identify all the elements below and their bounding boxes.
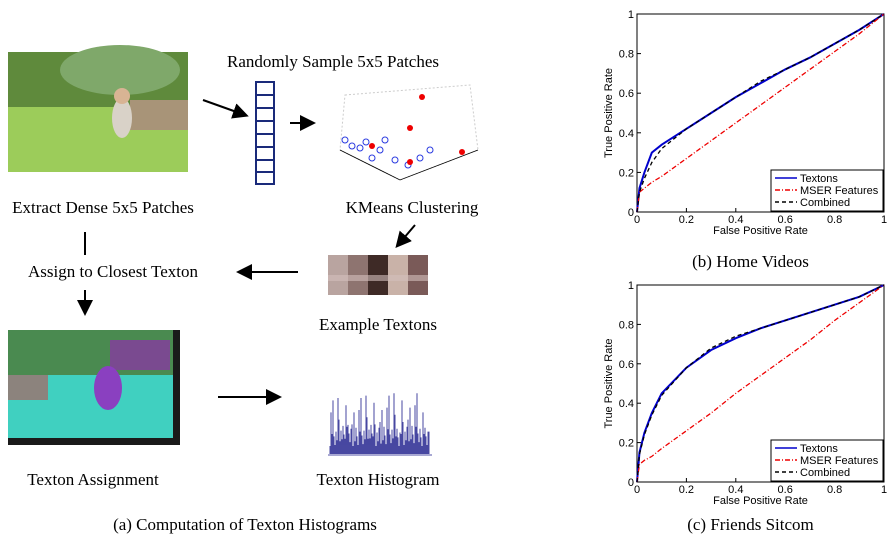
x-tick-label: 1	[881, 214, 887, 226]
textons-label: Example Textons	[319, 315, 437, 334]
y-tick-label: 0	[628, 207, 634, 219]
x-tick-label: 0.6	[778, 484, 793, 496]
roc-line	[636, 284, 885, 483]
y-tick-label: 0.2	[619, 438, 634, 450]
y-tick-label: 0.6	[619, 359, 634, 371]
x-tick-label: 0	[634, 214, 640, 226]
x-tick-label: 0	[634, 484, 640, 496]
patch-column	[255, 81, 275, 185]
y-tick-label: 1	[628, 280, 634, 292]
y-tick-label: 0.8	[619, 319, 634, 331]
chart-caption: (b) Home Videos	[692, 252, 809, 271]
y-tick-label: 0.8	[619, 49, 634, 61]
x-tick-label: 0.4	[728, 214, 743, 226]
roc-line	[636, 284, 885, 483]
y-tick-label: 0.6	[619, 88, 634, 100]
x-axis-label: False Positive Rate	[713, 495, 808, 507]
arrow	[202, 99, 249, 119]
legend-label: MSER Features	[800, 455, 879, 467]
arrow	[395, 224, 416, 249]
histogram-label: Texton Histogram	[317, 470, 440, 489]
photo	[8, 45, 188, 172]
roc-line	[636, 284, 885, 483]
y-tick-label: 0	[628, 477, 634, 489]
y-tick-label: 0.2	[619, 167, 634, 179]
assignment-image	[8, 330, 180, 445]
x-tick-label: 0.2	[679, 214, 694, 226]
y-tick-label: 0.4	[619, 128, 634, 140]
legend-label: Combined	[800, 467, 850, 479]
roc-line	[636, 13, 885, 213]
assign-label: Assign to Closest Texton	[28, 262, 198, 281]
caption: (a) Computation of Texton Histograms	[113, 515, 377, 534]
y-axis-label: True Positive Rate	[603, 338, 615, 428]
legend-label: Textons	[800, 173, 838, 185]
x-axis-label: False Positive Rate	[713, 225, 808, 237]
y-tick-label: 0.4	[619, 398, 634, 410]
sample-label: Randomly Sample 5x5 Patches	[227, 52, 439, 71]
legend-label: Textons	[800, 443, 838, 455]
texton-histogram	[328, 393, 432, 456]
kmeans-scatter	[339, 84, 479, 181]
extract-label: Extract Dense 5x5 Patches	[12, 198, 194, 217]
roc-line	[636, 13, 885, 213]
x-tick-label: 1	[881, 484, 887, 496]
x-tick-label: 0.8	[827, 484, 842, 496]
x-tick-label: 0.4	[728, 484, 743, 496]
assignment-label: Texton Assignment	[27, 470, 159, 489]
legend-label: MSER Features	[800, 185, 879, 197]
y-axis-label: True Positive Rate	[603, 68, 615, 158]
x-tick-label: 0.8	[827, 214, 842, 226]
legend-label: Combined	[800, 197, 850, 209]
y-tick-label: 1	[628, 9, 634, 21]
x-tick-label: 0.6	[778, 214, 793, 226]
diagram: Randomly Sample 5x5 Patches Extract Dens…	[8, 45, 479, 534]
x-tick-label: 0.2	[679, 484, 694, 496]
kmeans-label: KMeans Clustering	[346, 198, 479, 217]
texton-strip	[328, 255, 428, 295]
chart-caption: (c) Friends Sitcom	[687, 515, 814, 534]
